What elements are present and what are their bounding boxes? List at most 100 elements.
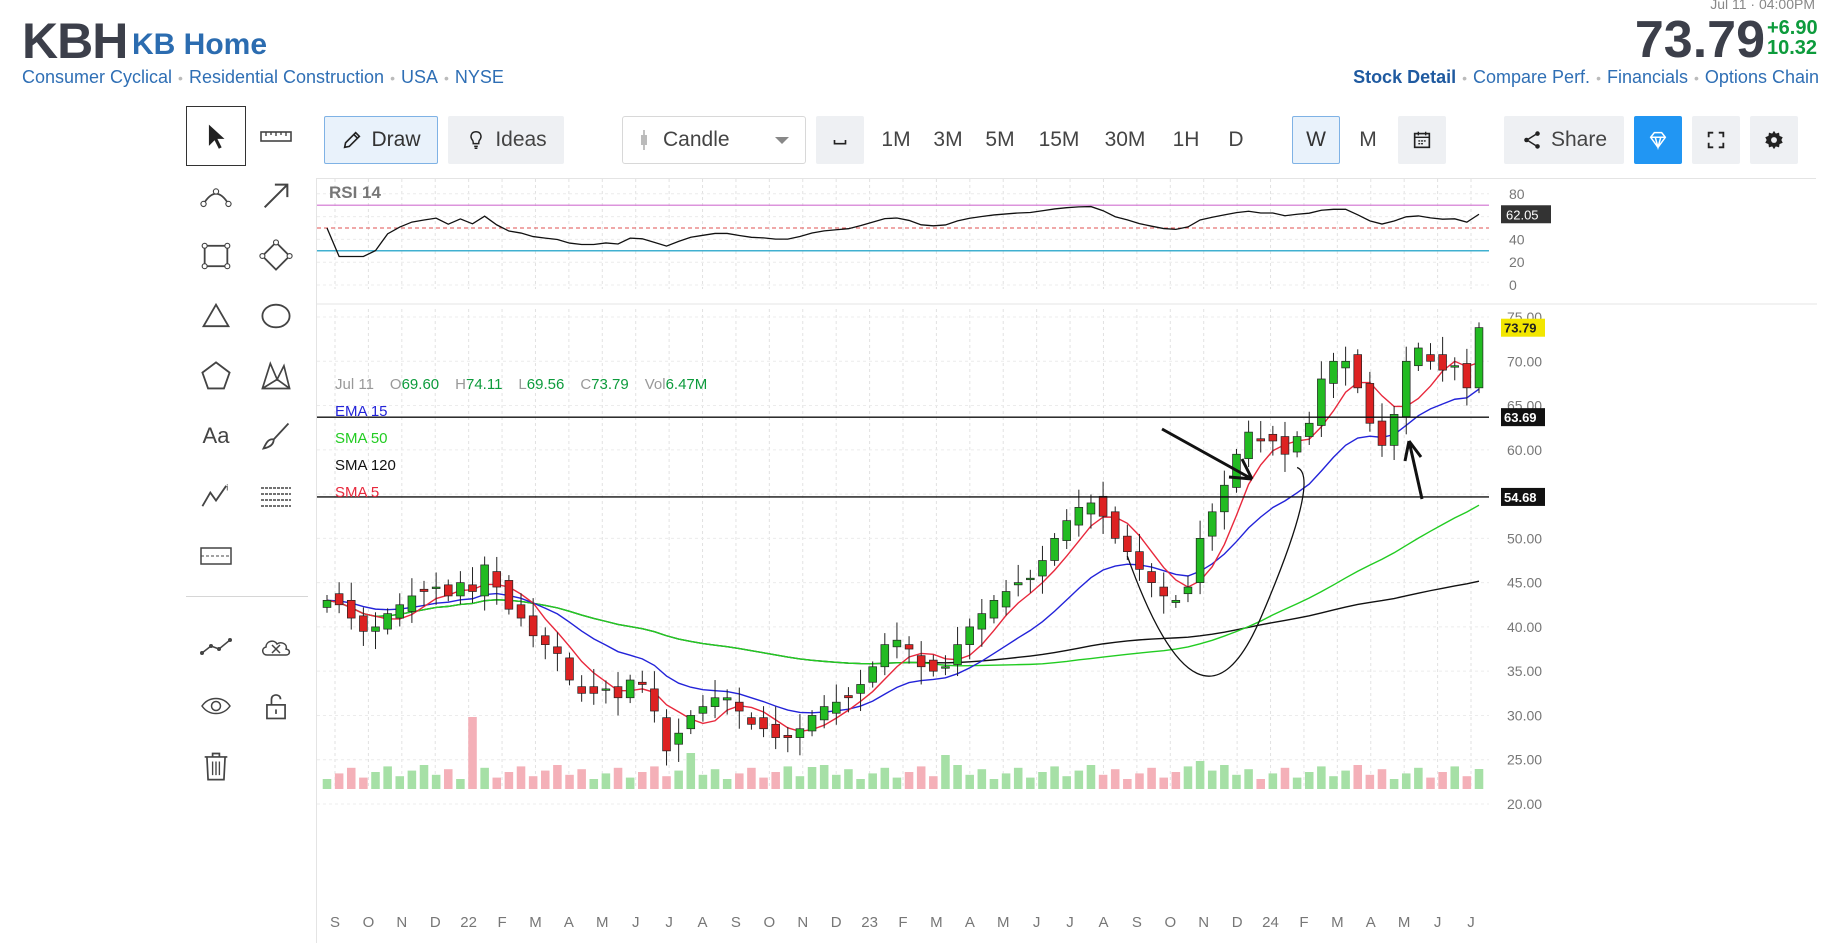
volume-bar <box>395 776 405 789</box>
draw-button[interactable]: Draw <box>324 116 438 164</box>
last-price-tag <box>1501 318 1545 337</box>
timeframe-15m[interactable]: 15M <box>1038 128 1080 151</box>
lock-tool[interactable] <box>246 676 306 736</box>
triangle-tool[interactable] <box>186 286 246 346</box>
chart-type-select[interactable]: Candle <box>622 116 806 164</box>
measure-line-tool[interactable] <box>186 616 246 676</box>
candle-body <box>541 635 550 645</box>
volume-bar <box>856 779 865 789</box>
rectangle-tool[interactable] <box>186 226 246 286</box>
arc-tool[interactable] <box>186 166 246 226</box>
candle-body <box>334 593 344 606</box>
visibility-tool[interactable] <box>186 676 246 736</box>
candle-body <box>1159 586 1168 597</box>
candle-body <box>965 626 974 645</box>
timeframe-1h[interactable]: 1H <box>1172 128 1200 151</box>
rsi-axis-label: 40 <box>1509 231 1525 247</box>
fibonacci-tool[interactable] <box>246 466 306 526</box>
candle-body <box>1389 414 1399 446</box>
nav-compare-perf[interactable]: Compare Perf. <box>1473 67 1591 87</box>
tag-exchange[interactable]: NYSE <box>454 67 504 87</box>
candle-body <box>1317 378 1326 426</box>
candle-icon <box>641 130 647 150</box>
text-tool[interactable]: Aa <box>186 406 246 466</box>
legend-date: Jul 11 <box>335 376 374 393</box>
candle-body <box>516 604 526 619</box>
candle-body <box>929 659 938 672</box>
polygon-icon <box>201 361 231 390</box>
ruler-icon <box>260 131 292 142</box>
candle-body <box>892 639 902 648</box>
fullscreen-button[interactable] <box>1692 116 1740 164</box>
chart-area[interactable]: SOND22FMAMJJASOND23FMAMJJASOND24FMAMJJ10… <box>316 178 1817 943</box>
candle-body <box>1450 365 1460 368</box>
timeframe-1m[interactable]: 1M <box>881 128 911 151</box>
diamond-icon <box>1649 131 1667 151</box>
arrow-tool[interactable] <box>246 166 306 226</box>
volume-bar <box>456 779 465 789</box>
tag-sector[interactable]: Consumer Cyclical <box>22 67 173 87</box>
brush-tool[interactable] <box>246 406 306 466</box>
xabcd-pattern-icon <box>261 361 291 390</box>
candle-body <box>747 717 756 725</box>
cursor-tool[interactable] <box>186 106 246 166</box>
date-range-button[interactable] <box>1398 116 1446 164</box>
xabcd-pattern-tool[interactable] <box>246 346 306 406</box>
tag-country[interactable]: USA <box>400 67 438 87</box>
legend-close: C73.79 <box>580 376 629 393</box>
candle-body <box>674 732 683 745</box>
volume-bar <box>795 776 805 789</box>
legend-sma120[interactable]: SMA 120 <box>335 457 396 474</box>
ellipse-tool[interactable] <box>246 286 306 346</box>
candle-body <box>1062 520 1071 541</box>
share-button[interactable]: Share <box>1504 116 1624 164</box>
volume-bar <box>807 767 817 789</box>
timeframe-d[interactable]: D <box>1228 128 1244 151</box>
range-icon <box>200 547 232 565</box>
timeframe-m[interactable]: M <box>1359 128 1377 151</box>
company-name[interactable]: KB Home <box>132 28 268 61</box>
ideas-label: Ideas <box>495 128 547 151</box>
ruler-tool[interactable] <box>246 106 306 166</box>
hide-drawings-tool[interactable] <box>246 616 306 676</box>
volume-bar <box>722 779 732 789</box>
timeframe-30m[interactable]: 30M <box>1104 128 1146 151</box>
legend-sma5[interactable]: SMA 5 <box>335 484 380 501</box>
price-axis-label: 25.00 <box>1507 752 1542 768</box>
volume-bar <box>1244 769 1253 789</box>
settings-button[interactable] <box>1750 116 1798 164</box>
rotated-rectangle-tool[interactable] <box>246 226 306 286</box>
timeframe-w[interactable]: W <box>1292 116 1340 164</box>
interval-toggle-button[interactable] <box>816 116 864 164</box>
candle-body <box>1341 360 1350 369</box>
premium-button[interactable] <box>1634 116 1682 164</box>
timeframe-3m[interactable]: 3M <box>933 128 963 151</box>
nav-stock-detail[interactable]: Stock Detail <box>1353 67 1457 87</box>
legend-sma50[interactable]: SMA 50 <box>335 430 388 447</box>
candle-body <box>1329 360 1338 384</box>
time-axis-label: S <box>330 914 340 931</box>
candle-body <box>795 728 805 738</box>
elliott-wave-tool[interactable]: i <box>186 466 246 526</box>
polygon-tool[interactable] <box>186 346 246 406</box>
time-axis-label: D <box>1232 914 1243 931</box>
nav-options-chain[interactable]: Options Chain <box>1704 67 1819 87</box>
volume-bar <box>698 774 708 789</box>
tag-industry[interactable]: Residential Construction <box>188 67 385 87</box>
time-axis-label: D <box>430 914 441 931</box>
legend-ema15[interactable]: EMA 15 <box>335 403 388 420</box>
candle-body <box>722 697 732 701</box>
volume-bar <box>1110 769 1120 789</box>
ideas-button[interactable]: Ideas <box>448 116 564 164</box>
range-tool[interactable] <box>186 526 246 586</box>
nav-financials[interactable]: Financials <box>1606 67 1689 87</box>
volume-bar <box>1450 766 1460 789</box>
time-axis-label: 24 <box>1262 914 1279 931</box>
price-change: +6.90 10.32 <box>1767 18 1825 58</box>
candle-body <box>1377 420 1387 446</box>
delete-drawings-tool[interactable] <box>186 736 246 796</box>
volume-bar <box>504 772 514 789</box>
time-axis-label: A <box>1366 914 1376 931</box>
timeframe-5m[interactable]: 5M <box>985 128 1015 151</box>
candle-body <box>1135 551 1144 570</box>
